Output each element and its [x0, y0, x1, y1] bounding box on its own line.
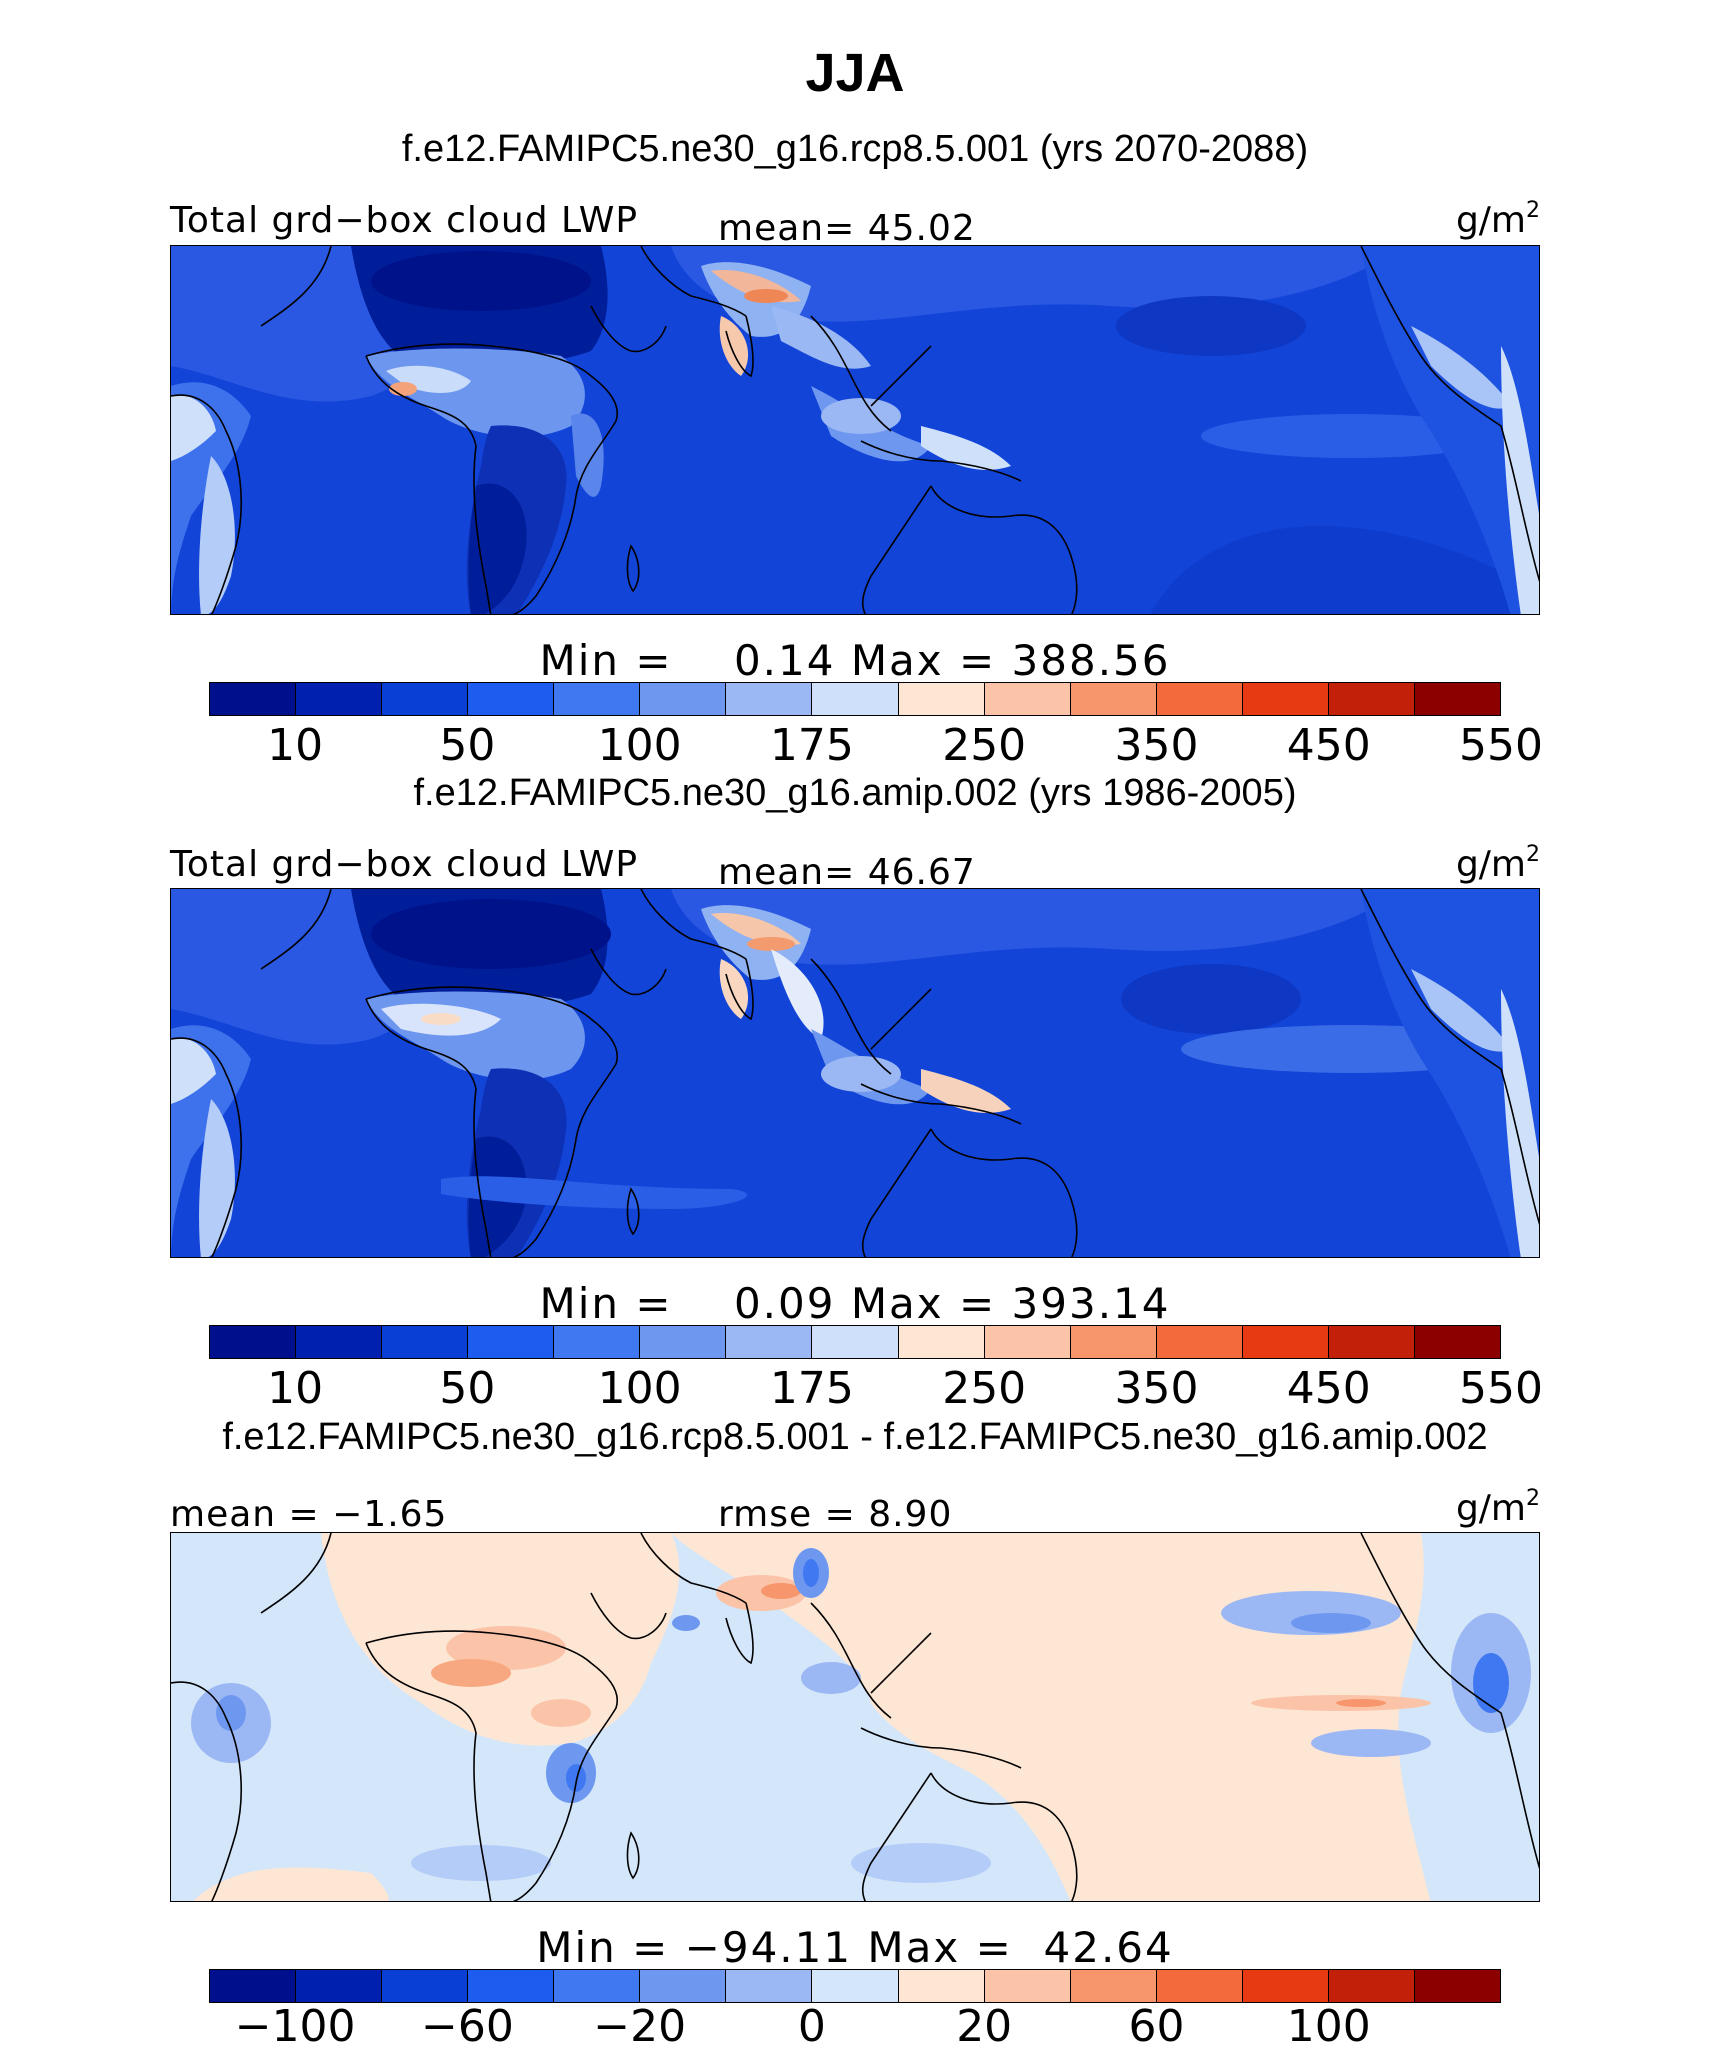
colorbar-tick-label: 350 — [1114, 1363, 1199, 1414]
panel-2-minmax: Min = 0.09 Max = 393.14 — [539, 1279, 1171, 1328]
colorbar-swatch — [1156, 1326, 1243, 1358]
colorbar-swatch — [812, 683, 899, 715]
colorbar-swatch — [468, 1326, 555, 1358]
colorbar-tick-label: 250 — [942, 1363, 1027, 1414]
colorbar-tick-label: 550 — [1459, 720, 1543, 771]
panel-2-map — [170, 888, 1540, 1258]
colorbar-swatch — [1242, 683, 1329, 715]
panel-2-colorbar-ticks: 10 50 100 175 250 350 450 550 — [209, 1363, 1543, 1414]
colorbar-swatch — [1328, 1970, 1415, 2002]
colorbar-tick-label: 100 — [597, 1363, 682, 1414]
colorbar-swatch — [554, 683, 641, 715]
panel-3-map-plot — [171, 1533, 1539, 1901]
colorbar-tick-label: 10 — [267, 1363, 324, 1414]
colorbar-swatch — [1070, 683, 1157, 715]
panel-3-rmse-label: rmse = 8.90 — [718, 1494, 953, 1535]
panel-3-title: f.e12.FAMIPC5.ne30_g16.rcp8.5.001 - f.e1… — [222, 1416, 1488, 1458]
colorbar-swatch — [1242, 1326, 1329, 1358]
colorbar-tick-label: −60 — [420, 2001, 514, 2052]
panel-3-colorbar — [209, 1969, 1501, 2003]
colorbar-swatch — [1414, 1970, 1500, 2002]
figure-title: JJA — [805, 43, 905, 103]
colorbar-swatch — [812, 1970, 899, 2002]
colorbar-swatch — [640, 683, 727, 715]
panel-2-map-plot — [171, 889, 1539, 1257]
colorbar-swatch — [726, 683, 813, 715]
panel-3-mean-label: mean = −1.65 — [170, 1494, 448, 1535]
colorbar-swatch — [210, 1970, 297, 2002]
panel-1-map-plot — [171, 246, 1539, 614]
panel-3-minmax: Min = −94.11 Max = 42.64 — [536, 1923, 1174, 1972]
colorbar-swatch — [898, 1970, 985, 2002]
colorbar-swatch — [1070, 1970, 1157, 2002]
colorbar-swatch — [1328, 683, 1415, 715]
colorbar-tick-label: 175 — [769, 720, 854, 771]
panel-2-mean-label: mean= 46.67 — [718, 852, 976, 893]
colorbar-swatch — [984, 1970, 1071, 2002]
panel-1-colorbar-ticks: 10 50 100 175 250 350 450 550 — [209, 720, 1543, 771]
colorbar-tick-label: 175 — [769, 1363, 854, 1414]
colorbar-swatch — [1242, 1970, 1329, 2002]
panel-3-colorbar-ticks: −100 −60 −20 0 20 60 100 — [209, 2001, 1501, 2052]
panel-1-mean-label: mean= 45.02 — [718, 208, 976, 249]
colorbar-swatch — [296, 1970, 383, 2002]
panel-3-map — [170, 1532, 1540, 1902]
colorbar-swatch — [1156, 683, 1243, 715]
colorbar-swatch — [468, 683, 555, 715]
panel-1-title: f.e12.FAMIPC5.ne30_g16.rcp8.5.001 (yrs 2… — [401, 128, 1309, 170]
panel-1-colorbar — [209, 682, 1501, 716]
colorbar-tick-label: 50 — [439, 720, 496, 771]
colorbar-tick-label: −100 — [234, 2001, 356, 2052]
colorbar-tick-label: 250 — [942, 720, 1027, 771]
colorbar-swatch — [898, 683, 985, 715]
colorbar-swatch — [1414, 683, 1500, 715]
colorbar-tick-label: 60 — [1128, 2001, 1185, 2052]
colorbar-swatch — [554, 1326, 641, 1358]
panel-1-variable-label: Total grd−box cloud LWP — [170, 200, 639, 241]
colorbar-swatch — [812, 1326, 899, 1358]
colorbar-tick-label: 100 — [597, 720, 682, 771]
panel-1-minmax: Min = 0.14 Max = 388.56 — [539, 636, 1171, 685]
colorbar-swatch — [640, 1970, 727, 2002]
colorbar-swatch — [1156, 1970, 1243, 2002]
colorbar-tick-label: 350 — [1114, 720, 1199, 771]
colorbar-swatch — [1414, 1326, 1500, 1358]
panel-2-units: g/m2 — [1455, 842, 1540, 885]
colorbar-swatch — [640, 1326, 727, 1358]
colorbar-swatch — [468, 1970, 555, 2002]
colorbar-tick-label: 450 — [1286, 720, 1371, 771]
panel-2-title: f.e12.FAMIPC5.ne30_g16.amip.002 (yrs 198… — [413, 772, 1297, 814]
panel-1-units: g/m2 — [1455, 198, 1540, 241]
colorbar-swatch — [1328, 1326, 1415, 1358]
colorbar-tick-label: 10 — [267, 720, 324, 771]
colorbar-swatch — [382, 1970, 469, 2002]
colorbar-swatch — [898, 1326, 985, 1358]
colorbar-swatch — [726, 1326, 813, 1358]
colorbar-tick-label: 50 — [439, 1363, 496, 1414]
colorbar-swatch — [984, 1326, 1071, 1358]
colorbar-tick-label: 550 — [1459, 1363, 1543, 1414]
colorbar-tick-label: 450 — [1286, 1363, 1371, 1414]
colorbar-swatch — [210, 683, 297, 715]
colorbar-swatch — [554, 1970, 641, 2002]
panel-1-map — [170, 245, 1540, 615]
colorbar-swatch — [1070, 1326, 1157, 1358]
colorbar-tick-label: 100 — [1286, 2001, 1371, 2052]
colorbar-swatch — [726, 1970, 813, 2002]
colorbar-swatch — [382, 1326, 469, 1358]
panel-2-variable-label: Total grd−box cloud LWP — [170, 844, 639, 885]
panel-3-units: g/m2 — [1455, 1486, 1540, 1529]
colorbar-tick-label: −20 — [593, 2001, 687, 2052]
panel-2-colorbar — [209, 1325, 1501, 1359]
colorbar-swatch — [296, 683, 383, 715]
colorbar-swatch — [382, 683, 469, 715]
colorbar-tick-label: 20 — [956, 2001, 1013, 2052]
colorbar-swatch — [210, 1326, 297, 1358]
colorbar-swatch — [984, 683, 1071, 715]
colorbar-swatch — [296, 1326, 383, 1358]
colorbar-tick-label: 0 — [797, 2001, 826, 2052]
